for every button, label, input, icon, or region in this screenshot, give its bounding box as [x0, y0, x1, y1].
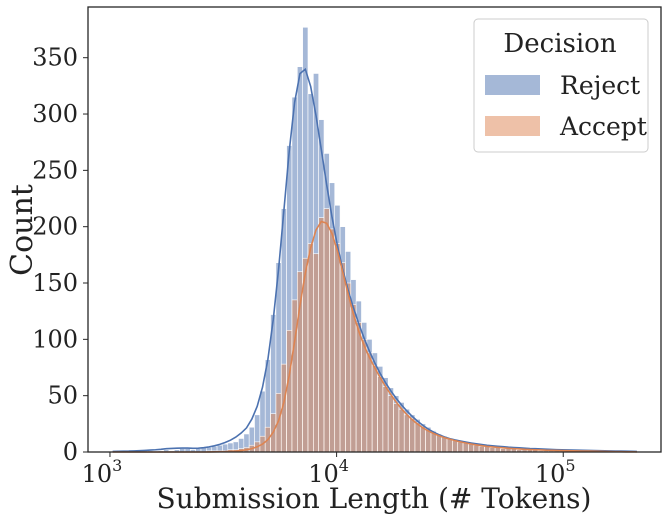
plot-frame [87, 6, 662, 453]
accept-bar [334, 243, 341, 453]
accept-bar [409, 417, 416, 453]
accept-bar [398, 408, 405, 453]
reject-kde-curve [112, 67, 637, 453]
y-tick-label: 250 [32, 156, 78, 184]
accept-bar [366, 352, 373, 453]
y-tick-label: 350 [32, 44, 78, 72]
accept-bar [339, 262, 346, 453]
legend: Decision Reject Accept [473, 18, 649, 153]
accept-bar [414, 422, 421, 453]
legend-label-accept: Accept [559, 112, 647, 141]
accept-bar [371, 364, 378, 453]
accept-bar [350, 304, 357, 453]
accept-bar [462, 442, 469, 453]
accept-bar [329, 228, 336, 453]
accept-bar [323, 208, 330, 453]
legend-swatch-accept [485, 116, 540, 136]
accept-bar [313, 253, 319, 453]
accept-bar [382, 386, 389, 453]
y-tick-label: 100 [32, 325, 78, 353]
accept-bar [478, 446, 485, 453]
y-tick-label: 50 [47, 382, 78, 410]
accept-bar [473, 444, 480, 453]
y-tick-label: 0 [63, 438, 78, 466]
accept-bar [355, 322, 362, 453]
accept-bar [489, 447, 496, 453]
accept-bar [457, 441, 464, 453]
accept-bar [419, 425, 426, 453]
accept-bar [318, 217, 325, 453]
legend-title: Decision [503, 29, 616, 59]
legend-swatch-reject [485, 75, 540, 95]
accept-bar [377, 376, 384, 453]
y-tick-label: 300 [32, 100, 78, 128]
accept-bar [393, 403, 400, 453]
accept-bar [307, 243, 314, 453]
y-tick-label: 150 [32, 269, 78, 297]
y-axis-label: Count [5, 184, 40, 276]
accept-bar [403, 414, 410, 453]
accept-bar [425, 429, 432, 453]
accept-bar [468, 443, 475, 453]
accept-bar [387, 395, 394, 453]
accept-bar [452, 440, 459, 453]
accept-bar [446, 438, 453, 453]
y-axis-ticks: 0 50 100 150 200 250 300 350 [32, 44, 88, 466]
accept-bar [275, 393, 282, 453]
accept-bar [345, 282, 352, 453]
legend-label-reject: Reject [560, 71, 640, 100]
y-tick-label: 200 [32, 213, 78, 241]
accept-bar [361, 339, 368, 453]
accept-bar [291, 299, 298, 453]
accept-bar [436, 434, 442, 453]
accept-bar [441, 437, 448, 453]
x-axis-label: Submission Length (# Tokens) [157, 482, 592, 515]
accept-bar [286, 330, 293, 453]
